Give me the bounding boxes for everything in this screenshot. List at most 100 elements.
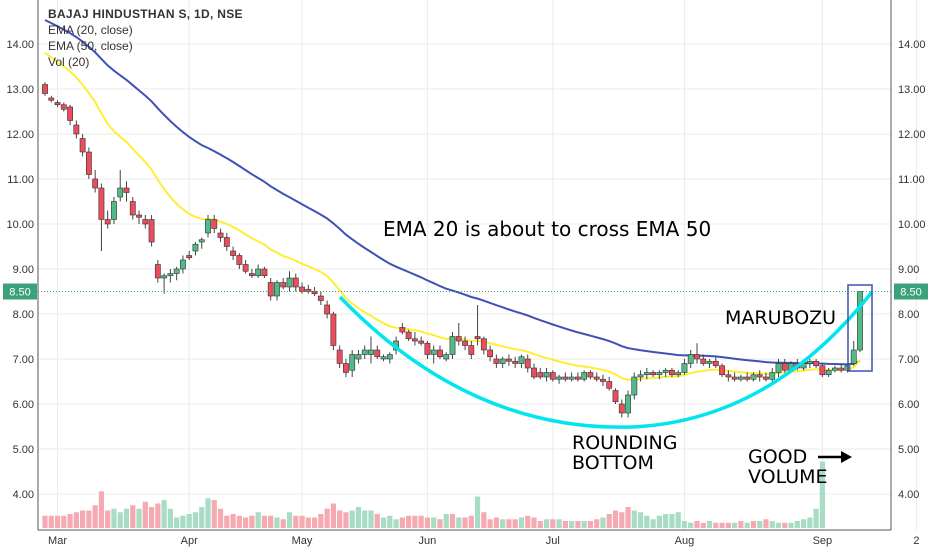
- y-tick-label-right: 9.00: [898, 264, 919, 276]
- volume-bar: [518, 517, 525, 528]
- volume-bar: [525, 515, 531, 528]
- candle-body: [556, 376, 562, 380]
- candle-body: [73, 124, 80, 135]
- candle-body: [361, 349, 368, 355]
- legend-vol[interactable]: Vol (20): [48, 55, 90, 69]
- candle: [248, 269, 255, 278]
- candle-body: [343, 363, 349, 373]
- y-tick-label-left: 6.00: [13, 399, 34, 411]
- candle: [343, 359, 349, 377]
- volume-bar: [98, 491, 105, 528]
- candle-body: [424, 342, 431, 355]
- candle: [180, 255, 186, 274]
- y-tick-label-right: 12.00: [898, 129, 926, 141]
- volume-bar: [807, 517, 813, 528]
- volume-bar: [255, 512, 261, 528]
- candle: [261, 266, 268, 278]
- volume-bar: [92, 505, 98, 528]
- candle: [111, 197, 117, 224]
- candle: [725, 370, 732, 382]
- candle-body: [205, 219, 211, 234]
- candle: [631, 372, 638, 400]
- candle: [850, 341, 857, 366]
- candle: [480, 336, 487, 355]
- candle-body: [838, 367, 845, 371]
- candle: [857, 291, 863, 353]
- good-line2: VOLUME: [748, 466, 828, 488]
- y-tick-label-left: 11.00: [7, 174, 34, 186]
- volume-bar: [694, 521, 700, 528]
- candle-body: [618, 403, 625, 414]
- candle-body: [537, 372, 544, 378]
- candle-body: [324, 304, 331, 315]
- candle-body: [117, 187, 124, 198]
- y-tick-label-right: 10.00: [898, 219, 926, 231]
- candle: [806, 359, 813, 368]
- volume-bar: [462, 517, 468, 528]
- candle: [694, 343, 700, 364]
- candle: [712, 356, 719, 368]
- candle-body: [242, 264, 249, 272]
- candle: [330, 311, 337, 350]
- candle: [706, 359, 713, 368]
- candle-body: [405, 331, 412, 340]
- candle: [173, 266, 180, 281]
- candle-body: [549, 372, 556, 380]
- x-tick-label: Jun: [419, 535, 437, 547]
- candle-body: [706, 360, 713, 364]
- annotation-shapes: 8.50 8.50: [3, 283, 928, 463]
- volume-bar: [688, 522, 694, 528]
- candle: [587, 370, 594, 380]
- candle-body: [142, 219, 149, 225]
- legend-ema20[interactable]: EMA (20, close): [48, 23, 133, 37]
- volume-bar: [600, 517, 606, 528]
- candle-body: [574, 376, 581, 380]
- volume-bar: [293, 515, 299, 528]
- volume-bar: [650, 519, 656, 528]
- candle: [581, 370, 588, 382]
- volume-bar: [142, 501, 148, 528]
- volume-bar: [380, 517, 387, 528]
- legend-symbol[interactable]: BAJAJ HINDUSTHAN S, 1D, NSE: [48, 7, 243, 21]
- candle: [336, 345, 343, 368]
- candle-body: [186, 255, 193, 259]
- candle: [67, 104, 73, 125]
- x-tick-label: Jul: [546, 535, 560, 547]
- candle: [681, 359, 688, 375]
- volume-bar: [399, 517, 405, 528]
- ema-cross-annotation: EMA 20 is about to cross EMA 50: [383, 217, 712, 241]
- y-tick-label-left: 14.00: [6, 39, 34, 51]
- candle-body: [518, 356, 525, 364]
- candle-body: [136, 214, 142, 218]
- axes: 4.00 4.00 5.00 5.00 6.00 6.00 7.00 7.00 8.00 8.00…: [6, 0, 926, 547]
- volume-bar: [531, 517, 537, 528]
- candle: [737, 374, 744, 382]
- candle: [129, 197, 136, 220]
- volume-bar: [67, 514, 73, 528]
- y-tick-label-right: 13.00: [898, 84, 926, 96]
- legend-ema50[interactable]: EMA (50, close): [48, 39, 133, 53]
- volume-bar: [757, 521, 763, 528]
- candle: [643, 368, 650, 380]
- candle: [92, 170, 99, 193]
- candle-body: [499, 358, 506, 364]
- candle-body: [662, 369, 669, 373]
- candle: [355, 350, 362, 364]
- volume-bar: [111, 508, 117, 528]
- candle: [487, 345, 494, 362]
- volume-bar: [54, 515, 61, 528]
- volume-bar: [343, 512, 349, 528]
- volume-bar: [550, 519, 556, 528]
- candle-body: [650, 372, 657, 376]
- rounding-line1: ROUNDING: [572, 432, 678, 454]
- candle: [405, 329, 412, 341]
- candle: [825, 368, 832, 377]
- good-volume-arrow-head: [841, 451, 852, 463]
- candle: [474, 305, 481, 346]
- candle-body: [248, 273, 255, 277]
- candle: [211, 215, 218, 233]
- volume-bar: [105, 510, 111, 528]
- candle: [217, 228, 224, 242]
- price-tag-left: [3, 283, 37, 300]
